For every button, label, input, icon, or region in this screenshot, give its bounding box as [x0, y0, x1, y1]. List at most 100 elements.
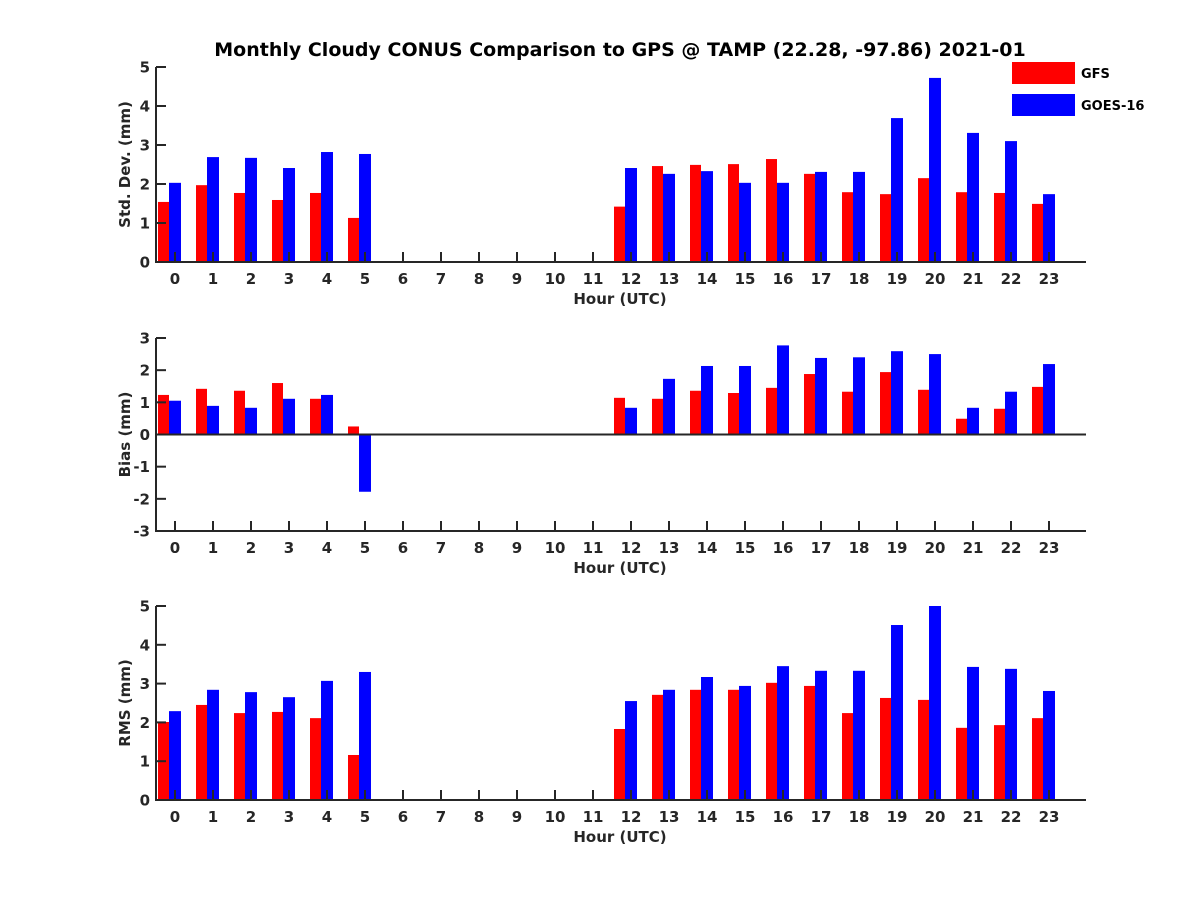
xtick-label-std: 23	[1039, 270, 1060, 288]
bar-bias-gfs-h22	[994, 408, 1005, 435]
xtick-label-rms: 8	[474, 808, 484, 826]
bar-bias-goes16-h23	[1043, 364, 1055, 435]
bar-std-gfs-h23	[1032, 203, 1043, 262]
bar-rms-goes16-h16	[777, 666, 789, 800]
ytick-label-bias: -3	[133, 523, 150, 541]
bar-std-gfs-h15	[728, 164, 739, 262]
xtick-label-std: 12	[621, 270, 642, 288]
xtick-label-std: 5	[360, 270, 370, 288]
bar-rms-goes16-h20	[929, 606, 941, 800]
ytick-label-std: 3	[140, 137, 150, 155]
bar-rms-gfs-h1	[196, 704, 207, 800]
bar-std-goes16-h4	[321, 152, 333, 262]
xtick-label-rms: 7	[436, 808, 446, 826]
legend-label-gfs: GFS	[1081, 67, 1110, 82]
ytick-label-rms: 3	[140, 675, 150, 693]
xtick-label-std: 8	[474, 270, 484, 288]
ytick-label-rms: 0	[140, 792, 150, 810]
ytick-label-std: 2	[140, 176, 150, 194]
bar-bias-gfs-h23	[1032, 386, 1043, 435]
bar-std-goes16-h12	[625, 168, 637, 262]
legend-label-goes16: GOES-16	[1081, 99, 1144, 114]
xtick-label-bias: 20	[925, 539, 946, 557]
ylabel-rms: RMS (mm)	[116, 659, 134, 746]
xtick-label-bias: 8	[474, 539, 484, 557]
bar-bias-gfs-h0	[158, 394, 169, 435]
bar-rms-goes16-h1	[207, 689, 219, 800]
ytick-label-bias: -2	[133, 490, 150, 508]
xtick-label-bias: 12	[621, 539, 642, 557]
xlabel-std: Hour (UTC)	[573, 290, 666, 308]
bar-bias-goes16-h21	[967, 407, 979, 435]
bar-rms-goes16-h17	[815, 670, 827, 800]
xtick-label-bias: 0	[170, 539, 180, 557]
xtick-label-std: 6	[398, 270, 408, 288]
bar-bias-goes16-h18	[853, 357, 865, 435]
xtick-label-std: 20	[925, 270, 946, 288]
bar-bias-gfs-h2	[234, 390, 245, 435]
bar-rms-goes16-h22	[1005, 668, 1017, 800]
xtick-label-rms: 1	[208, 808, 218, 826]
xtick-label-std: 2	[246, 270, 256, 288]
bar-bias-goes16-h2	[245, 407, 257, 435]
xtick-label-rms: 23	[1039, 808, 1060, 826]
bar-rms-gfs-h4	[310, 718, 321, 800]
bar-rms-goes16-h18	[853, 670, 865, 800]
bar-bias-gfs-h13	[652, 398, 663, 435]
xtick-label-bias: 19	[887, 539, 908, 557]
xtick-label-rms: 12	[621, 808, 642, 826]
bar-bias-goes16-h16	[777, 345, 789, 435]
legend[interactable]: GFS GOES-16	[1012, 62, 1144, 116]
bar-std-goes16-h22	[1005, 141, 1017, 262]
bar-rms-gfs-h17	[804, 685, 815, 800]
xtick-label-std: 16	[773, 270, 794, 288]
xtick-label-bias: 23	[1039, 539, 1060, 557]
bar-bias-gfs-h17	[804, 374, 815, 435]
ytick-label-std: 4	[140, 98, 150, 116]
bar-std-goes16-h1	[207, 157, 219, 262]
xtick-label-rms: 4	[322, 808, 332, 826]
bar-bias-goes16-h22	[1005, 391, 1017, 435]
ytick-label-bias: 1	[140, 394, 150, 412]
ytick-label-bias: 3	[140, 330, 150, 348]
xtick-label-rms: 13	[659, 808, 680, 826]
bar-rms-gfs-h23	[1032, 718, 1043, 800]
ytick-label-rms: 1	[140, 753, 150, 771]
xlabel-rms: Hour (UTC)	[573, 828, 666, 846]
xtick-label-rms: 3	[284, 808, 294, 826]
bar-bias-goes16-h19	[891, 351, 903, 435]
xtick-label-rms: 22	[1001, 808, 1022, 826]
bar-bias-goes16-h3	[283, 398, 295, 435]
xtick-label-rms: 21	[963, 808, 984, 826]
ytick-label-rms: 5	[140, 598, 150, 616]
xtick-label-std: 0	[170, 270, 180, 288]
bar-rms-goes16-h3	[283, 697, 295, 800]
xtick-label-std: 19	[887, 270, 908, 288]
xtick-label-std: 14	[697, 270, 718, 288]
bar-rms-goes16-h19	[891, 625, 903, 800]
bar-std-goes16-h5	[359, 153, 371, 262]
bar-std-gfs-h18	[842, 192, 853, 262]
bar-std-gfs-h21	[956, 192, 967, 262]
bar-rms-gfs-h21	[956, 727, 967, 800]
xtick-label-rms: 19	[887, 808, 908, 826]
bar-rms-goes16-h15	[739, 685, 751, 800]
bar-std-goes16-h13	[663, 173, 675, 262]
ytick-label-std: 0	[140, 254, 150, 272]
bar-rms-goes16-h14	[701, 677, 713, 800]
xtick-label-bias: 21	[963, 539, 984, 557]
bar-bias-gfs-h18	[842, 391, 853, 435]
bar-rms-gfs-h3	[272, 711, 283, 800]
ytick-label-bias: 0	[140, 426, 150, 444]
ytick-label-std: 1	[140, 215, 150, 233]
bar-std-goes16-h16	[777, 182, 789, 262]
bar-std-goes16-h0	[169, 182, 181, 262]
bar-bias-goes16-h13	[663, 378, 675, 435]
bar-std-gfs-h3	[272, 199, 283, 262]
xtick-label-rms: 18	[849, 808, 870, 826]
bar-bias-goes16-h15	[739, 365, 751, 435]
bar-bias-gfs-h20	[918, 389, 929, 435]
xtick-label-std: 17	[811, 270, 832, 288]
